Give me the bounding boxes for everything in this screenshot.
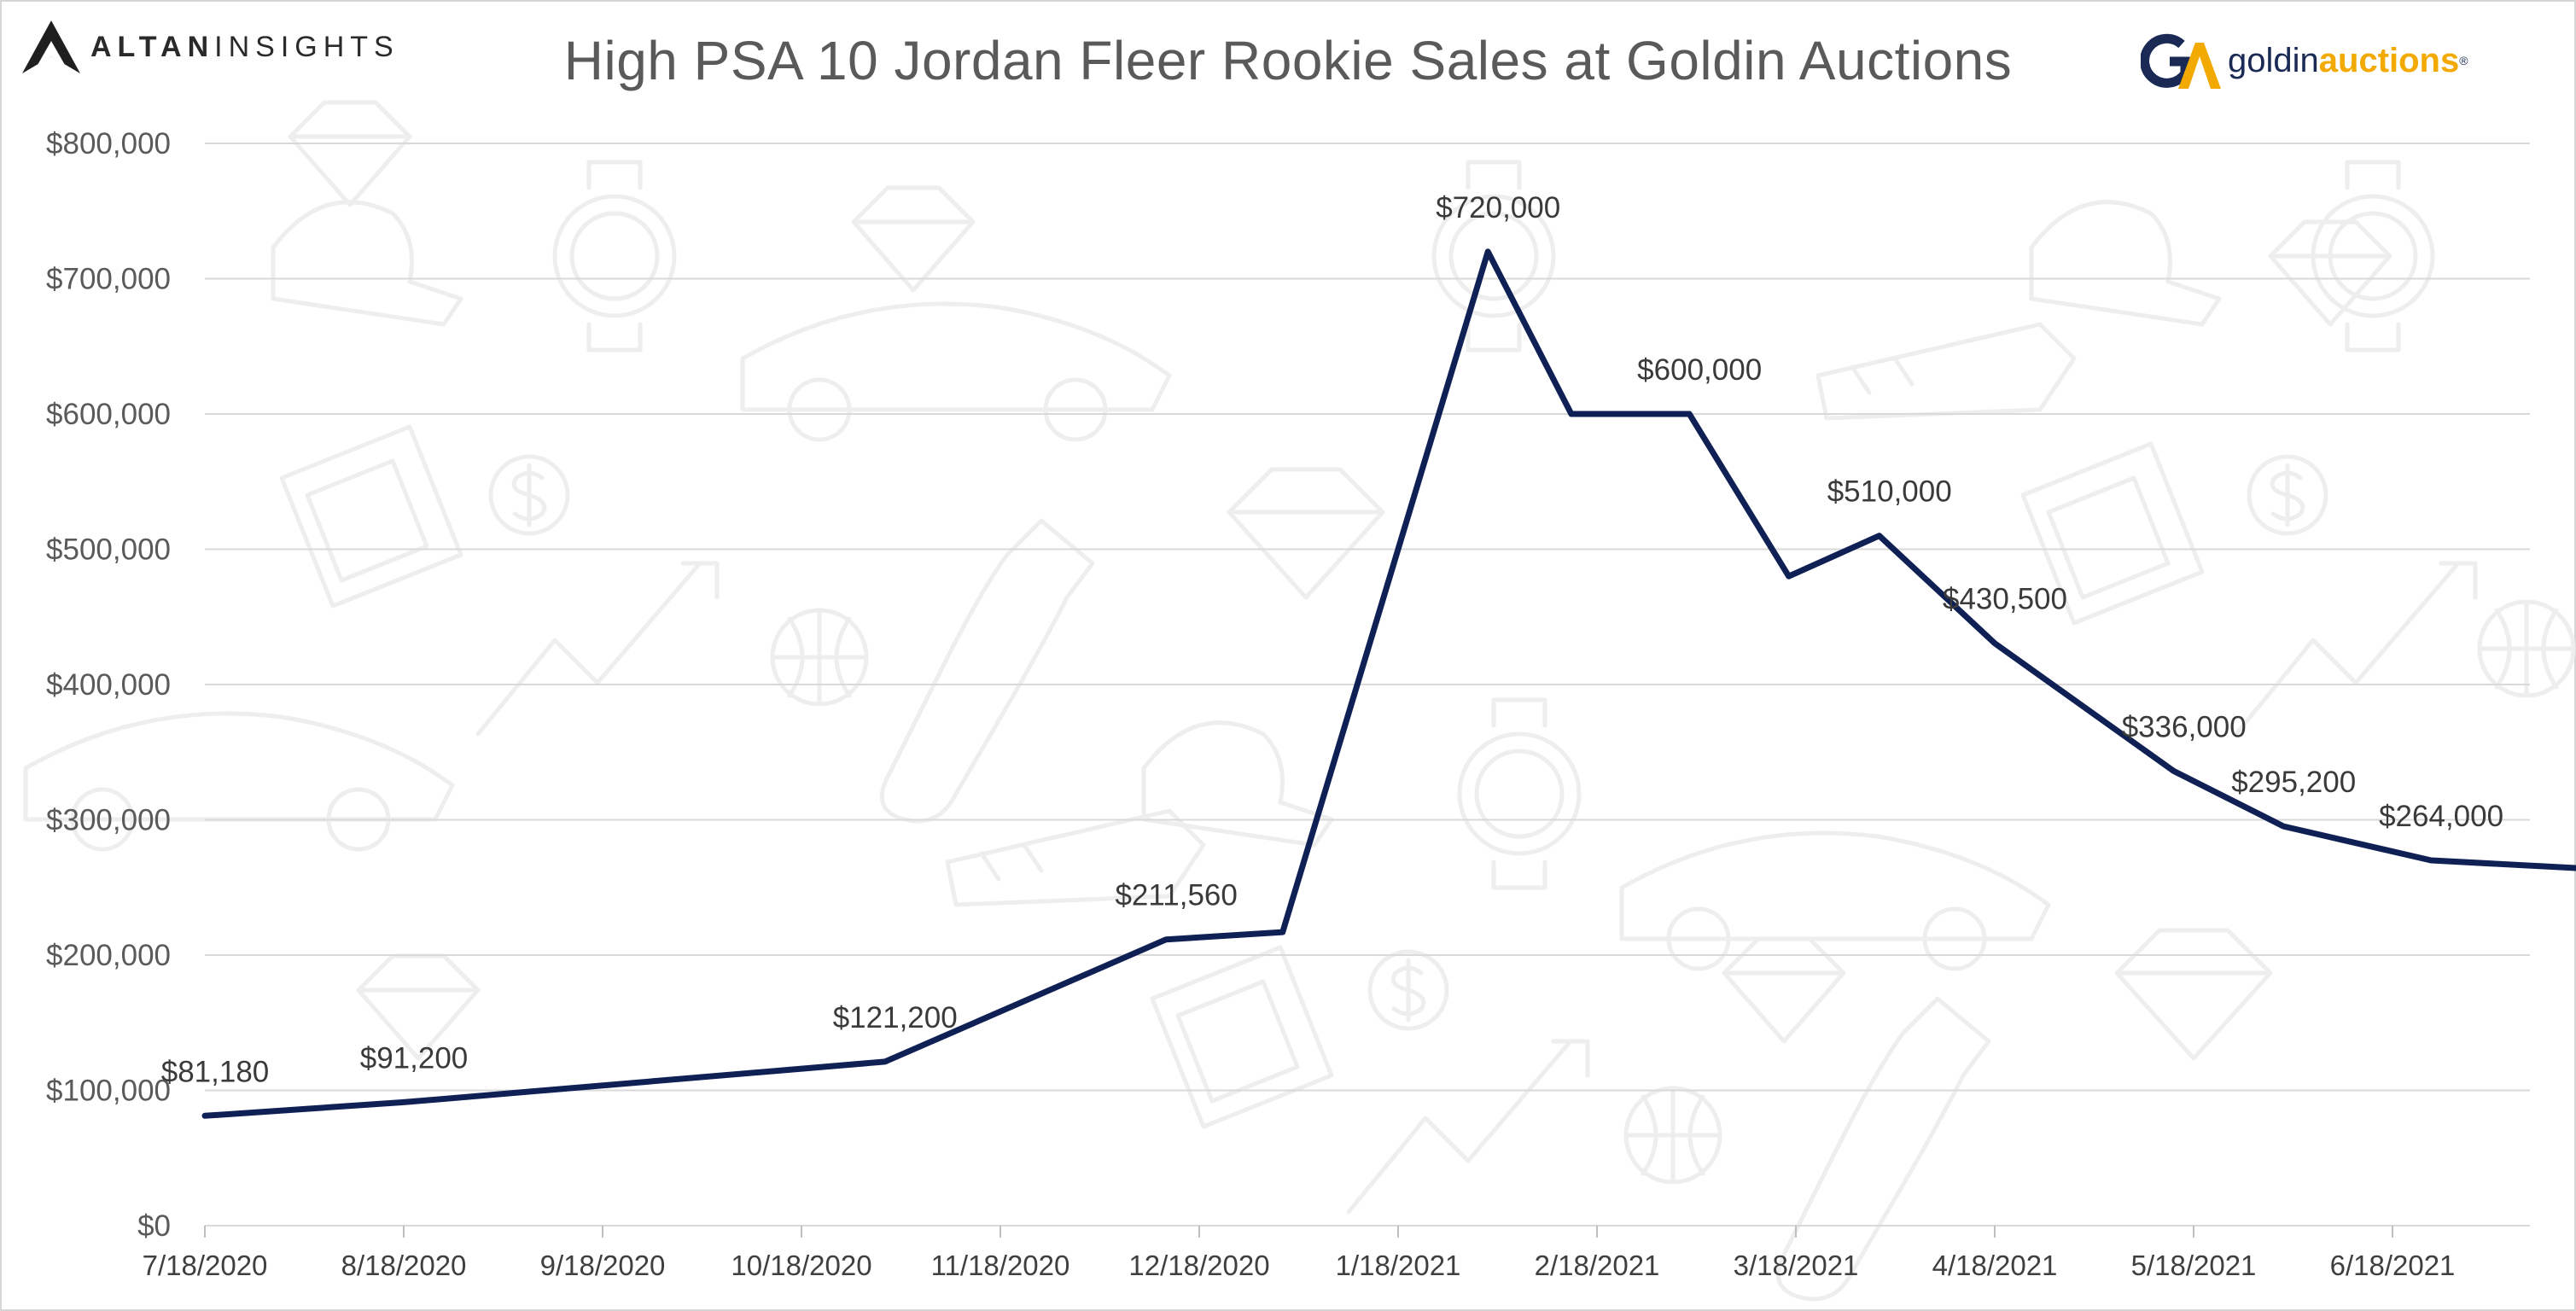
data-label: $264,000 [2379, 800, 2503, 833]
y-tick-label: $800,000 [46, 127, 171, 160]
ga-monogram-text: GA [2142, 31, 2144, 32]
x-tick-label: 6/18/2021 [2330, 1250, 2456, 1281]
goldin-word: goldin [2228, 41, 2319, 79]
y-tick-label: $200,000 [46, 939, 171, 972]
data-point [1687, 411, 1693, 417]
x-tick-label: 9/18/2020 [540, 1250, 666, 1281]
data-point [1876, 533, 1882, 539]
data-label: $600,000 [1637, 353, 1762, 387]
x-tick-label: 11/18/2020 [931, 1250, 1070, 1281]
altan-wordmark-light: INSIGHTS [214, 30, 399, 63]
data-point [1568, 411, 1574, 417]
x-tick-label: 7/18/2020 [143, 1250, 268, 1281]
y-tick-label: $0 [137, 1209, 171, 1243]
x-tick-label: 4/18/2021 [1932, 1250, 2058, 1281]
trend-arrow-icon [1346, 1039, 1590, 1215]
x-tick-label: 8/18/2020 [341, 1250, 467, 1281]
y-tick-label: $700,000 [46, 263, 171, 296]
diamond-icon [288, 100, 412, 207]
watch-icon [1431, 160, 1556, 353]
altan-wordmark: ALTANINSIGHTS [90, 31, 399, 64]
data-label: $510,000 [1827, 475, 1952, 509]
x-tick-label: 2/18/2021 [1535, 1250, 1660, 1281]
chart-title: High PSA 10 Jordan Fleer Rookie Sales at… [563, 30, 2013, 91]
data-label: $430,500 [1943, 583, 2067, 616]
data-point [1485, 248, 1491, 254]
basketball-icon [2477, 599, 2576, 698]
basketball-icon [770, 608, 869, 707]
data-label: $336,000 [2122, 710, 2247, 743]
data-point [2171, 768, 2177, 774]
y-tick-label: $600,000 [46, 398, 171, 431]
sneaker-icon [1815, 322, 2077, 421]
basketball-icon [1623, 1086, 1722, 1185]
data-point [202, 1113, 207, 1119]
data-point [882, 1058, 888, 1064]
trading-card-icon [1150, 945, 1334, 1129]
data-label: $121,200 [833, 1001, 958, 1034]
dollar-coin-icon [488, 454, 570, 536]
diamond-icon [2114, 928, 2273, 1061]
x-tick-label: 10/18/2020 [731, 1250, 871, 1281]
data-label: $91,200 [360, 1041, 469, 1075]
data-point [1992, 640, 1997, 646]
watch-icon [2311, 160, 2435, 353]
data-point [1163, 936, 1169, 942]
data-point [2428, 858, 2434, 864]
y-tick-label: $300,000 [46, 804, 171, 837]
watch-icon [552, 160, 677, 353]
cap-icon [1141, 720, 1334, 848]
altan-triangle-icon [22, 20, 80, 73]
y-tick-label: $100,000 [46, 1075, 171, 1108]
trading-card-icon [2020, 441, 2205, 626]
data-label: $81,180 [161, 1055, 270, 1088]
x-tick-label: 5/18/2021 [2131, 1250, 2257, 1281]
y-tick-label: $400,000 [46, 668, 171, 702]
data-label: $211,560 [1115, 879, 1237, 912]
trend-arrow-icon [2234, 561, 2478, 737]
dollar-coin-icon [2247, 454, 2328, 536]
dollar-coin-icon [1367, 949, 1449, 1031]
data-label: $720,000 [1436, 191, 1560, 224]
data-point [1279, 929, 1285, 935]
auctions-word: auctions [2318, 41, 2460, 79]
trend-arrow-icon [475, 561, 720, 737]
registered-mark: ® [2459, 54, 2468, 67]
x-tick-label: 1/18/2021 [1336, 1250, 1461, 1281]
car-icon [1619, 830, 2051, 971]
x-tick-label: 12/18/2020 [1128, 1250, 1269, 1281]
data-label: $295,200 [2231, 766, 2356, 799]
data-point [1786, 574, 1792, 580]
y-tick-label: $500,000 [46, 533, 171, 567]
car-icon [740, 301, 1172, 442]
data-point [2281, 824, 2287, 830]
goldin-auctions-logo: GA goldin auctions ® [2141, 31, 2468, 90]
diamond-icon [1227, 467, 1385, 600]
diamond-icon [356, 953, 481, 1061]
x-tick-label: 3/18/2021 [1734, 1250, 1859, 1281]
bottle-icon [1775, 996, 1991, 1302]
altan-insights-logo: ALTANINSIGHTS [19, 17, 399, 77]
altan-wordmark-bold: ALTAN [90, 30, 215, 63]
watch-icon [1457, 697, 1582, 890]
trading-card-icon [279, 424, 463, 609]
data-point [401, 1099, 406, 1105]
ga-monogram-icon: GA [2141, 31, 2221, 89]
